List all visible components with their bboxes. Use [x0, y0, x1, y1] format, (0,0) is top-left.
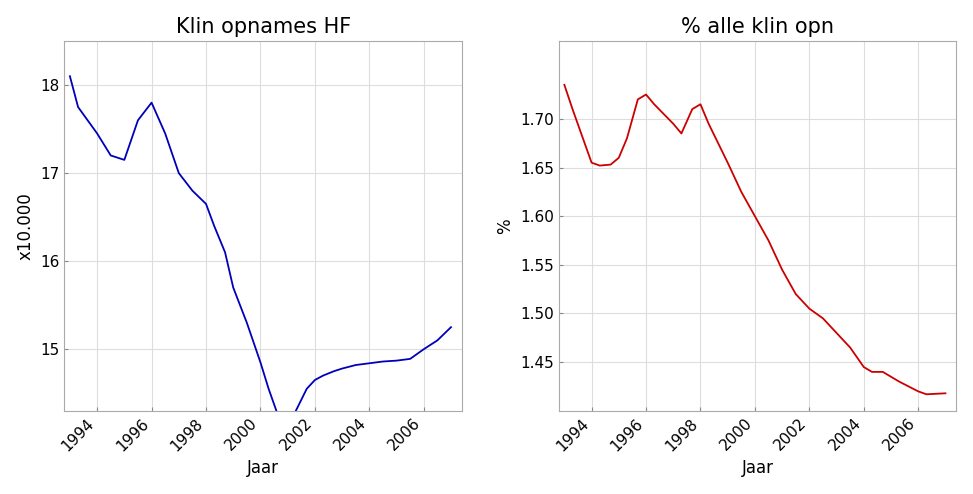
Title: Klin opnames HF: Klin opnames HF: [175, 17, 351, 37]
X-axis label: Jaar: Jaar: [741, 459, 774, 477]
X-axis label: Jaar: Jaar: [247, 459, 279, 477]
Y-axis label: %: %: [496, 218, 515, 234]
Title: % alle klin opn: % alle klin opn: [681, 17, 834, 37]
Y-axis label: x10.000: x10.000: [17, 192, 35, 260]
